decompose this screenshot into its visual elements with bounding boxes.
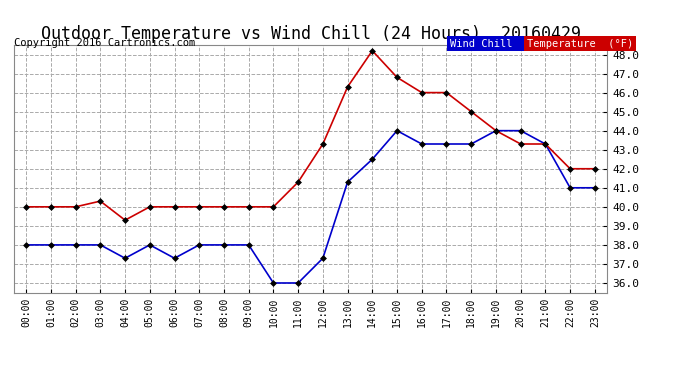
Title: Outdoor Temperature vs Wind Chill (24 Hours)  20160429: Outdoor Temperature vs Wind Chill (24 Ho…: [41, 26, 580, 44]
Text: Copyright 2016 Cartronics.com: Copyright 2016 Cartronics.com: [14, 38, 195, 48]
Text: Wind Chill  (°F): Wind Chill (°F): [450, 39, 550, 49]
Text: Temperature  (°F): Temperature (°F): [527, 39, 633, 49]
